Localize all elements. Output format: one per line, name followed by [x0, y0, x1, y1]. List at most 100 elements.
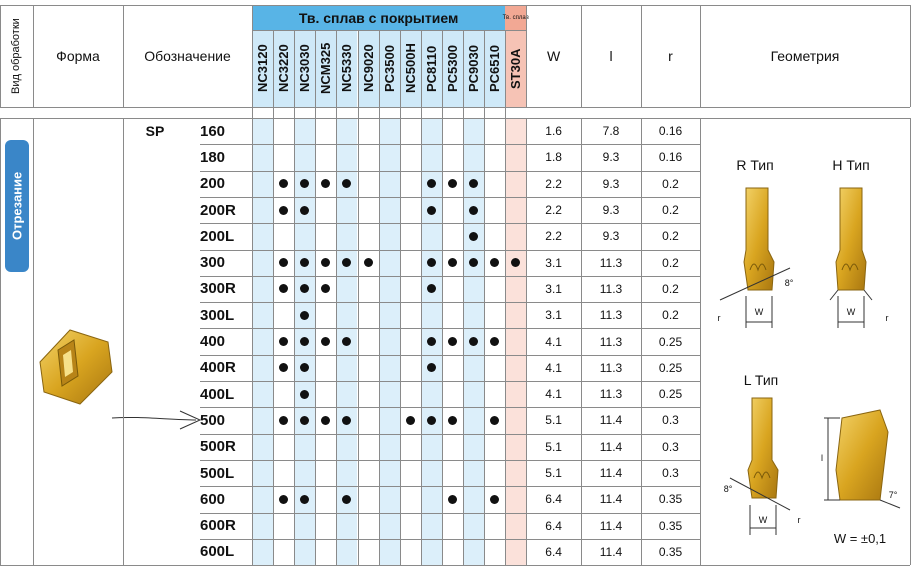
rule	[33, 118, 34, 566]
rule	[0, 565, 910, 567]
r-value: 0.35	[658, 544, 683, 559]
h-type-label: H Тип	[832, 157, 870, 173]
l-value: 9.3	[602, 229, 620, 244]
designation-code: 500	[200, 411, 226, 429]
grade-header: NC5330	[336, 30, 358, 107]
availability-dot	[469, 337, 479, 347]
l-value: 11.4	[599, 544, 623, 559]
r-value: 0.25	[658, 387, 683, 402]
r-value: 0.3	[662, 466, 679, 481]
rule	[200, 144, 700, 146]
l-type-label: L Тип	[743, 372, 779, 388]
column-stripe	[505, 118, 527, 566]
w-value: 5.1	[545, 439, 562, 454]
designation-code: 200	[200, 175, 226, 193]
availability-dot	[426, 205, 436, 215]
designation-code: 500L	[200, 464, 235, 482]
column-stripe	[252, 118, 274, 566]
rule	[200, 433, 700, 435]
rule	[378, 30, 380, 566]
rule	[463, 30, 464, 566]
availability-dot	[300, 494, 310, 504]
l-value: 11.4	[599, 413, 623, 428]
rule	[641, 5, 642, 107]
availability-dot	[279, 284, 289, 294]
r-value: 0.2	[662, 203, 679, 218]
designation-code: 200L	[200, 227, 235, 245]
w-value: 2.2	[545, 203, 562, 218]
shape-header: Форма	[56, 48, 100, 64]
r-value: 0.2	[662, 308, 679, 323]
w-value: 4.1	[545, 360, 562, 375]
rule	[910, 5, 911, 107]
angle-label: 8°	[784, 278, 794, 288]
rule	[420, 30, 422, 566]
availability-dot	[300, 363, 310, 373]
rule	[700, 118, 701, 566]
availability-dot	[426, 258, 436, 268]
dimension-label: l	[821, 453, 823, 463]
l-header: l	[609, 48, 613, 64]
designation-code: 600	[200, 490, 226, 508]
availability-dot	[447, 337, 457, 347]
availability-dot	[447, 415, 457, 425]
availability-dot	[279, 494, 289, 504]
rule	[200, 275, 700, 277]
rule	[0, 107, 910, 108]
l-value: 11.4	[599, 439, 623, 454]
grade-header: PC9030	[463, 30, 485, 107]
availability-dot	[469, 231, 479, 241]
availability-dot	[342, 337, 352, 347]
l-value: 11.3	[599, 281, 623, 296]
rule	[700, 5, 701, 107]
process-header: Вид обработки	[10, 18, 22, 94]
r-value: 0.35	[658, 492, 683, 507]
grade-header: PC3500	[378, 30, 400, 107]
column-stripe	[357, 118, 379, 566]
insert-image	[39, 329, 113, 405]
rule	[641, 118, 642, 566]
w-value: 3.1	[545, 255, 562, 270]
arrow	[111, 410, 202, 430]
rule	[294, 30, 296, 566]
rule	[123, 5, 124, 107]
availability-dot	[321, 337, 331, 347]
rule	[252, 5, 253, 107]
rule	[200, 407, 700, 409]
r-value: 0.25	[658, 360, 683, 375]
rule	[336, 30, 338, 566]
availability-dot	[300, 389, 310, 399]
availability-dot	[300, 284, 310, 294]
r-value: 0.16	[658, 124, 683, 139]
designation-code: 200R	[200, 201, 236, 219]
l-value: 11.3	[599, 255, 623, 270]
rule	[441, 30, 443, 566]
availability-dot	[300, 205, 310, 215]
availability-dot	[342, 258, 352, 268]
grade-header: NC9020	[357, 30, 379, 107]
rule	[200, 170, 700, 172]
availability-dot	[511, 258, 521, 268]
rule	[252, 30, 527, 31]
designation-code: 400L	[200, 385, 235, 403]
l-value: 9.3	[602, 203, 620, 218]
rule	[0, 5, 910, 6]
designation-code: 500R	[200, 438, 236, 456]
l-value: 11.3	[599, 334, 623, 349]
l-value: 11.3	[599, 387, 623, 402]
availability-dot	[490, 258, 500, 268]
rule	[200, 381, 700, 382]
designation-code: 600L	[200, 543, 235, 561]
l-type-tool	[729, 397, 791, 535]
availability-dot	[279, 205, 289, 215]
rule	[581, 118, 582, 566]
rule	[33, 5, 34, 107]
geometry-header: Геометрия	[770, 48, 840, 64]
angle-label: 7°	[888, 490, 898, 500]
availability-dot	[405, 415, 415, 425]
availability-dot	[426, 363, 436, 373]
rule	[273, 30, 275, 566]
availability-dot	[342, 179, 352, 189]
